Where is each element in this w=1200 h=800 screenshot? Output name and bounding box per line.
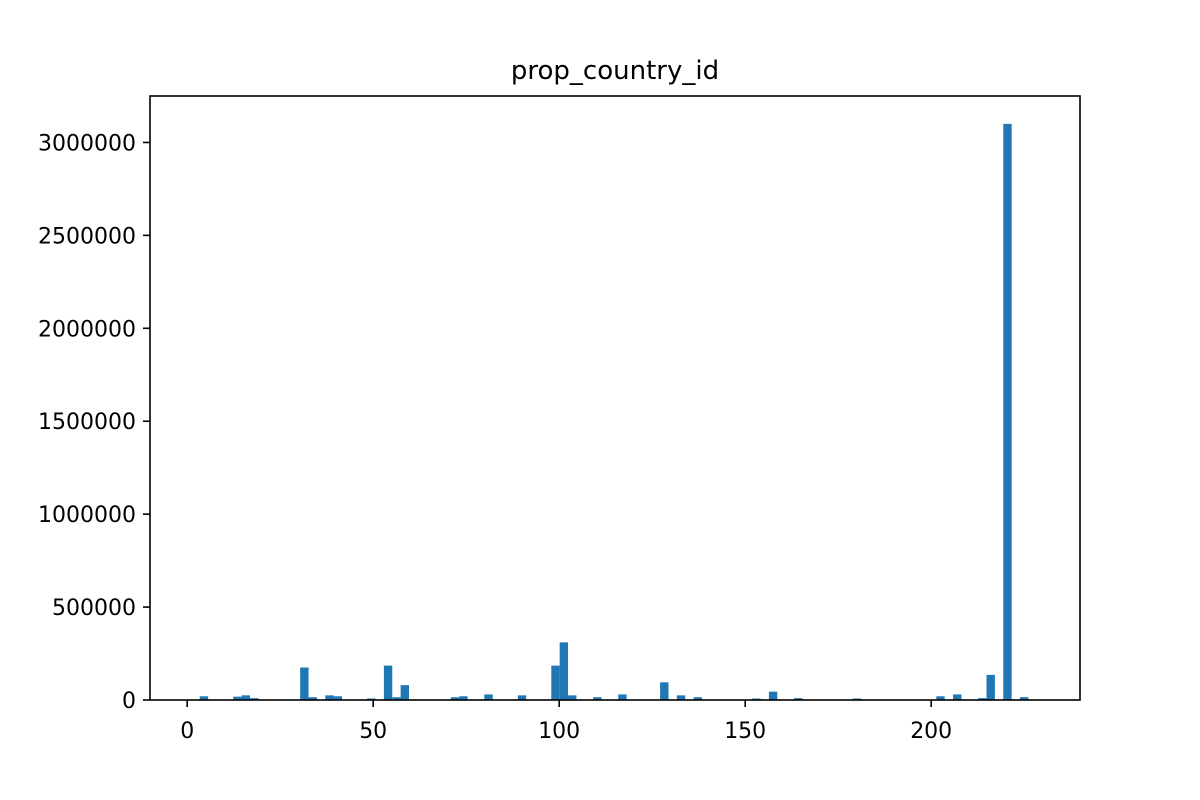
y-tick-label-3: 1500000 (38, 410, 136, 435)
bar-7 (333, 696, 343, 700)
bar-1 (233, 696, 242, 700)
x-axis: 0 50 100 150 200 (180, 700, 952, 744)
bar-3 (249, 698, 259, 700)
bar-9 (383, 665, 393, 700)
bar-21 (660, 682, 669, 700)
bar-15 (517, 695, 527, 700)
bar-10 (392, 697, 401, 700)
bars-group (199, 123, 1029, 700)
x-tick-label-1: 50 (359, 719, 387, 744)
y-tick-label-4: 2000000 (38, 317, 136, 342)
bar-29 (953, 694, 962, 700)
bar-28 (936, 696, 945, 700)
bar-31 (986, 674, 995, 700)
bar-20 (618, 694, 627, 700)
x-tick-label-3: 150 (724, 719, 766, 744)
y-axis: 0 500000 1000000 1500000 2000000 2500000 30000… (38, 131, 150, 714)
x-tick-label-0: 0 (180, 719, 194, 744)
bar-32 (1003, 123, 1012, 700)
bar-22 (676, 695, 686, 700)
bar-25 (768, 691, 778, 700)
bar-33 (1020, 697, 1029, 700)
bar-0 (199, 696, 209, 700)
y-tick-label-6: 3000000 (38, 131, 136, 156)
chart-title: prop_country_id (511, 56, 719, 86)
bar-14 (484, 694, 493, 700)
bar-18 (568, 695, 577, 700)
bar-5 (308, 697, 317, 700)
bar-19 (593, 697, 602, 700)
y-tick-label-5: 2500000 (38, 224, 136, 249)
bar-11 (400, 685, 409, 700)
bar-16 (551, 665, 560, 700)
bar-6 (325, 695, 334, 700)
bar-23 (693, 697, 702, 700)
y-tick-label-0: 0 (122, 689, 136, 714)
bar-2 (241, 695, 250, 700)
bar-17 (559, 642, 569, 700)
bar-13 (459, 696, 468, 700)
x-tick-label-4: 200 (910, 719, 952, 744)
bar-12 (450, 697, 460, 700)
y-tick-label-2: 1000000 (38, 503, 136, 528)
plot-frame (149, 95, 1081, 701)
bar-30 (978, 698, 987, 700)
x-tick-label-2: 100 (538, 719, 580, 744)
y-tick-label-1: 500000 (52, 596, 136, 621)
bar-26 (794, 698, 803, 700)
bar-4 (300, 667, 309, 700)
